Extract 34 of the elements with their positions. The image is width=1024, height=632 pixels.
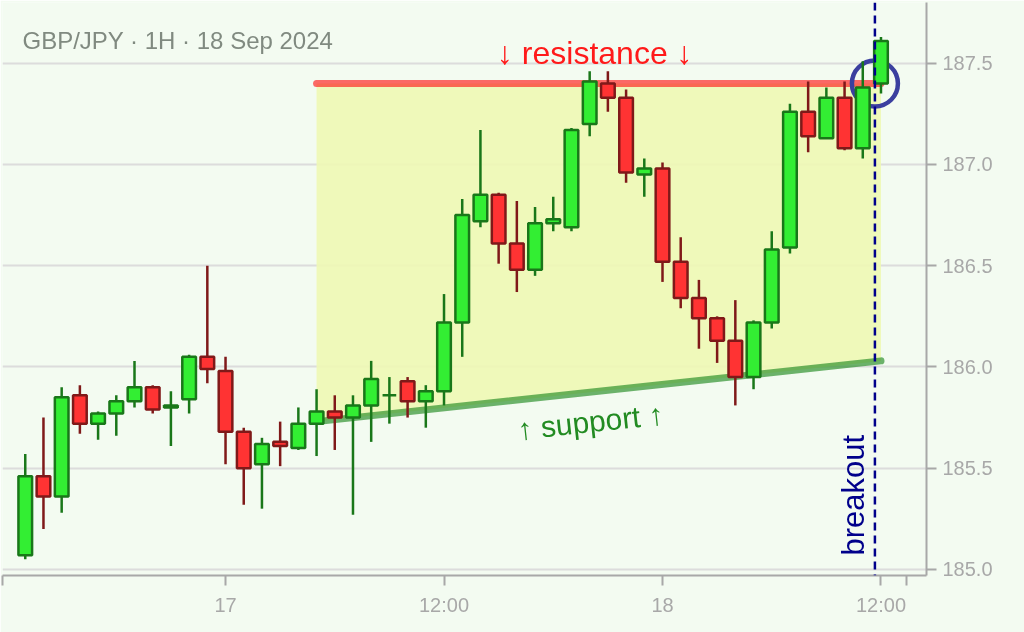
ref-line-label: breakout — [835, 434, 871, 556]
candlestick — [308, 387, 325, 458]
candlestick — [90, 410, 107, 442]
text: GBP/JPY · 1H · 18 Sep 2024 — [22, 27, 333, 54]
x-tick-label: 17 — [214, 593, 237, 616]
x-tick-label: 12:00 — [855, 593, 907, 616]
candlestick — [162, 390, 179, 448]
candlestick — [545, 195, 562, 233]
y-tick-label: 185.5 — [942, 457, 993, 480]
y-tick-label: 187.5 — [942, 52, 993, 75]
y-tick-label: 187.0 — [942, 153, 993, 176]
candlestick — [381, 375, 398, 425]
candlestick — [126, 359, 143, 409]
series-label: ↓ resistance ↓ — [496, 35, 693, 72]
candlestick — [144, 383, 161, 415]
text: ↑ support ↑ — [515, 397, 666, 446]
candlestick — [417, 383, 434, 429]
candlestick — [690, 278, 707, 350]
y-tick-label: 186.0 — [942, 355, 993, 378]
candlestick — [108, 394, 125, 438]
y-tick-label: 185.0 — [942, 558, 993, 581]
candlestick — [636, 157, 653, 199]
candlestick — [344, 394, 362, 517]
candlestick — [709, 315, 726, 365]
y-tick-label: 186.5 — [942, 254, 993, 277]
candlestick — [272, 420, 289, 468]
candlestick — [599, 70, 616, 114]
x-tick-label: 18 — [651, 593, 674, 616]
candlestick — [399, 375, 416, 419]
candlestick — [326, 394, 343, 452]
candlestick — [35, 416, 52, 531]
x-tick-label: 12:00 — [418, 593, 470, 616]
candlestick — [253, 436, 271, 510]
candlestick — [199, 264, 216, 385]
